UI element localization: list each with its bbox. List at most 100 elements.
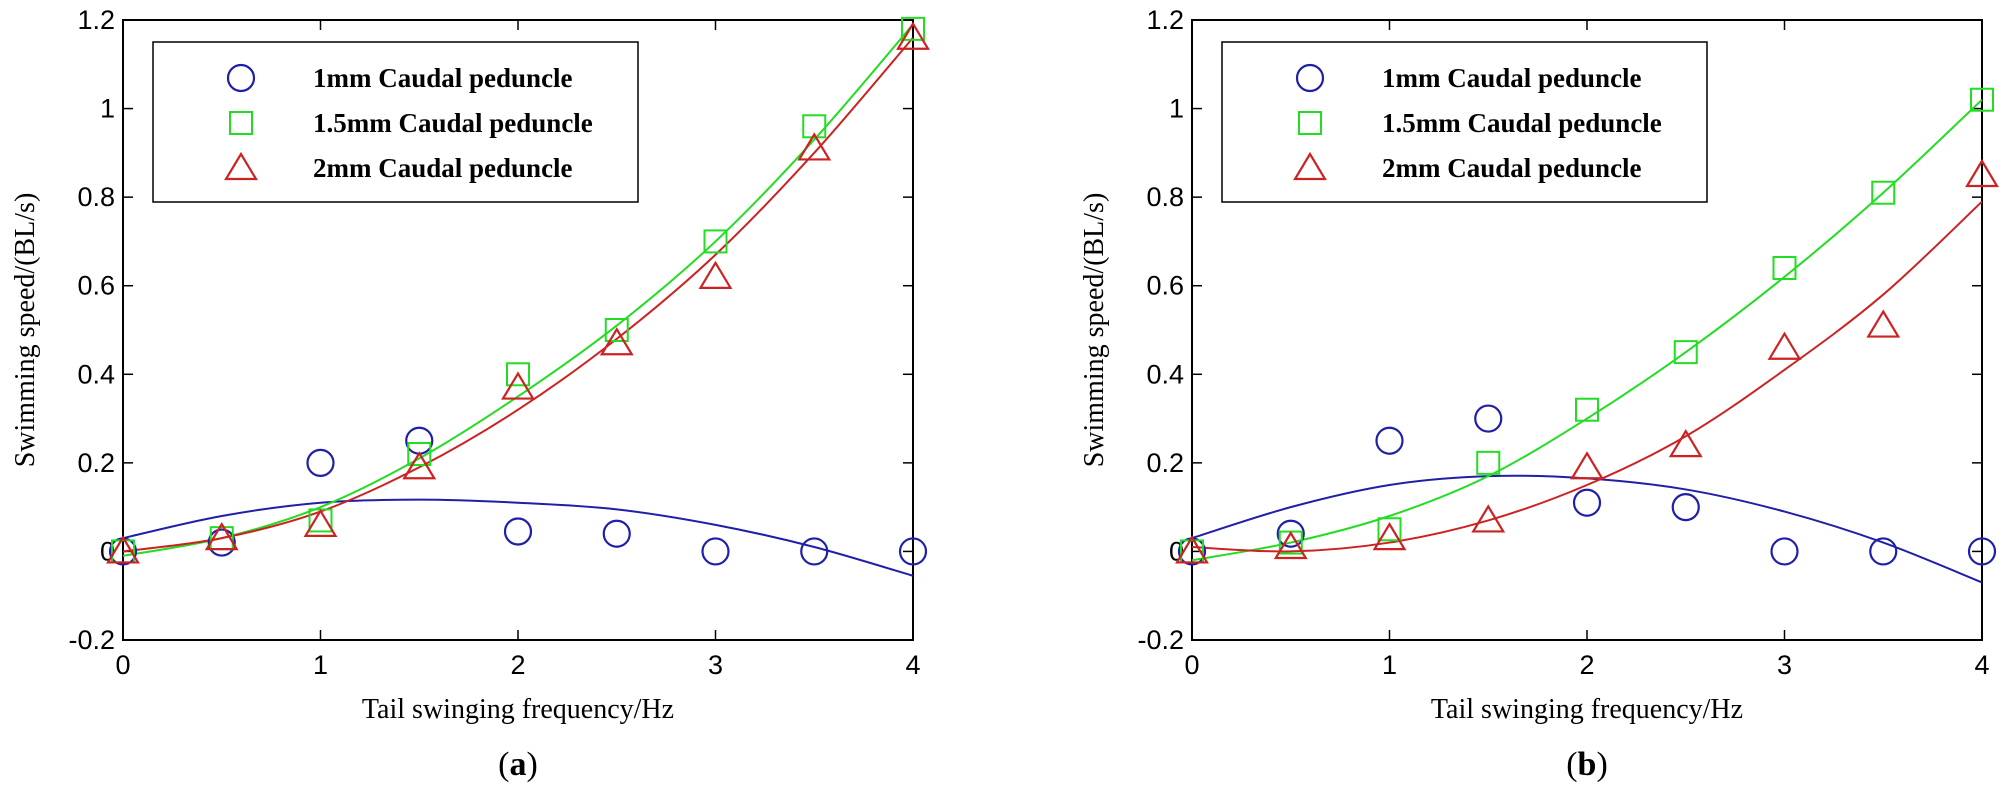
data-point-series-1 <box>1572 488 1602 517</box>
data-point-series-3 <box>106 535 140 564</box>
y-tick-label: -0.2 <box>1137 625 1184 655</box>
data-point-series-3 <box>797 132 832 161</box>
data-point-series-2 <box>1377 517 1402 542</box>
data-point-series-2 <box>1871 180 1896 205</box>
data-point-series-2 <box>407 442 432 466</box>
data-point-series-3 <box>501 371 535 400</box>
x-axis-label-a: Tail swinging frequency/Hz <box>362 694 674 725</box>
data-point-series-3 <box>1175 535 1209 564</box>
x-axis-b: 0 1 2 3 4 <box>1184 20 1990 680</box>
y-tick-label: 0.4 <box>1146 359 1184 389</box>
data-point-series-1 <box>405 426 434 455</box>
y-tick-label: 0.6 <box>77 271 115 301</box>
fit-curves-a <box>122 23 914 577</box>
legend-marker-series-1 <box>226 63 256 93</box>
x-tick-label: 3 <box>708 650 723 680</box>
data-point-series-2 <box>901 16 925 41</box>
data-point-series-1 <box>800 537 829 566</box>
data-point-series-3 <box>402 451 437 480</box>
x-tick-label: 1 <box>1382 650 1397 680</box>
data-point-series-1 <box>207 528 236 557</box>
fit-line-series-1 <box>122 498 914 577</box>
data-point-series-2 <box>1970 87 1994 112</box>
caption-a: (a) <box>498 746 538 783</box>
data-point-series-3 <box>1273 530 1308 560</box>
legend-marker-series-2 <box>229 111 253 135</box>
x-tick-label: 0 <box>1184 650 1199 680</box>
y-tick-label: 1 <box>100 94 115 124</box>
y-tick-label: 1 <box>1169 94 1184 124</box>
fit-line-series-2 <box>122 23 914 557</box>
data-point-series-3 <box>1965 158 1999 188</box>
y-tick-label: -0.2 <box>68 625 115 655</box>
data-point-series-3 <box>1372 522 1407 551</box>
panel-a: -0.20 0.2 0.4 0.6 0.8 1 1.2 0 1 2 3 4 1mm Caudal p… <box>10 5 930 783</box>
data-point-series-1 <box>503 517 533 546</box>
panel-b: -0.20 0.2 0.4 0.6 0.8 1 1.2 0 1 2 3 4 1mm Caudal p… <box>1079 5 1999 783</box>
y-tick-label: 0.2 <box>77 448 115 478</box>
data-point-series-2 <box>703 229 728 254</box>
legend-a: 1mm Caudal peduncle 1.5mm Caudal peduncle… <box>152 41 639 203</box>
legend-label-series-1: 1mm Caudal peduncle <box>1382 63 1642 93</box>
x-tick-label: 4 <box>1974 650 1989 680</box>
legend-marker-series-3 <box>224 151 258 181</box>
data-point-series-3 <box>204 522 239 551</box>
data-point-series-3 <box>1570 451 1604 480</box>
x-axis-label-b: Tail swinging frequency/Hz <box>1431 694 1743 725</box>
x-tick-label: 0 <box>115 650 130 680</box>
legend-label-series-3: 2mm Caudal peduncle <box>1382 153 1642 183</box>
data-point-series-3 <box>896 21 930 50</box>
data-point-series-3 <box>1767 331 1802 360</box>
legend-label-series-2: 1.5mm Caudal peduncle <box>1382 108 1662 138</box>
data-point-series-1 <box>1770 537 1799 566</box>
y-tick-label: 0.4 <box>77 359 115 389</box>
data-point-series-3 <box>1866 309 1901 338</box>
x-axis-a: 0 1 2 3 4 <box>115 20 921 680</box>
data-point-series-1 <box>898 537 928 566</box>
x-tick-label: 2 <box>510 650 525 680</box>
legend-label-series-3: 2mm Caudal peduncle <box>313 153 573 183</box>
data-point-series-3 <box>599 327 634 356</box>
x-tick-label: 3 <box>1777 650 1792 680</box>
y-tick-label: 0.8 <box>1146 182 1184 212</box>
data-point-series-2 <box>1476 450 1501 475</box>
fit-line-series-3 <box>122 37 914 553</box>
data-point-series-1 <box>701 537 730 566</box>
y-axis-b: -0.200.20.40.60.811.2 <box>1137 5 1982 655</box>
legend-marker-series-2 <box>1298 111 1322 135</box>
y-axis-label-b: Swimming speed/(BL/s) <box>1079 193 1110 468</box>
data-point-series-1 <box>602 519 631 548</box>
data-point-series-2 <box>802 114 827 139</box>
y-tick-label: 1.2 <box>1146 5 1184 35</box>
legend-label-series-1: 1mm Caudal peduncle <box>313 63 573 93</box>
fit-line-series-1 <box>1191 474 1983 584</box>
x-tick-label: 1 <box>313 650 328 680</box>
data-point-series-3 <box>303 508 338 537</box>
data-point-series-2 <box>1673 340 1698 365</box>
data-point-series-2 <box>506 362 530 387</box>
data-point-series-2 <box>604 318 629 342</box>
y-axis-a: -0.200.20.40.60.811.2 <box>68 5 913 655</box>
data-point-series-3 <box>698 260 733 289</box>
data-point-series-3 <box>1471 504 1506 533</box>
y-axis-label-a: Swimming speed/(BL/s) <box>10 193 41 468</box>
data-point-series-3 <box>1668 429 1703 458</box>
data-point-series-1 <box>1869 537 1898 566</box>
x-tick-label: 2 <box>1579 650 1594 680</box>
y-tick-label: 0.6 <box>1146 271 1184 301</box>
data-markers-b <box>1175 87 1999 566</box>
data-point-series-1 <box>1967 537 1997 566</box>
legend-box <box>152 41 639 203</box>
data-point-series-1 <box>306 448 335 477</box>
data-point-series-2 <box>1575 397 1599 422</box>
data-point-series-1 <box>1474 404 1503 433</box>
data-point-series-1 <box>1375 426 1404 455</box>
y-tick-label: 1.2 <box>77 5 115 35</box>
legend-marker-series-3 <box>1293 151 1327 181</box>
fit-line-series-3 <box>1191 200 1983 553</box>
data-point-series-2 <box>1772 256 1797 280</box>
data-point-series-1 <box>1671 493 1700 522</box>
legend-box <box>1221 41 1708 203</box>
legend-marker-series-1 <box>1295 63 1325 93</box>
